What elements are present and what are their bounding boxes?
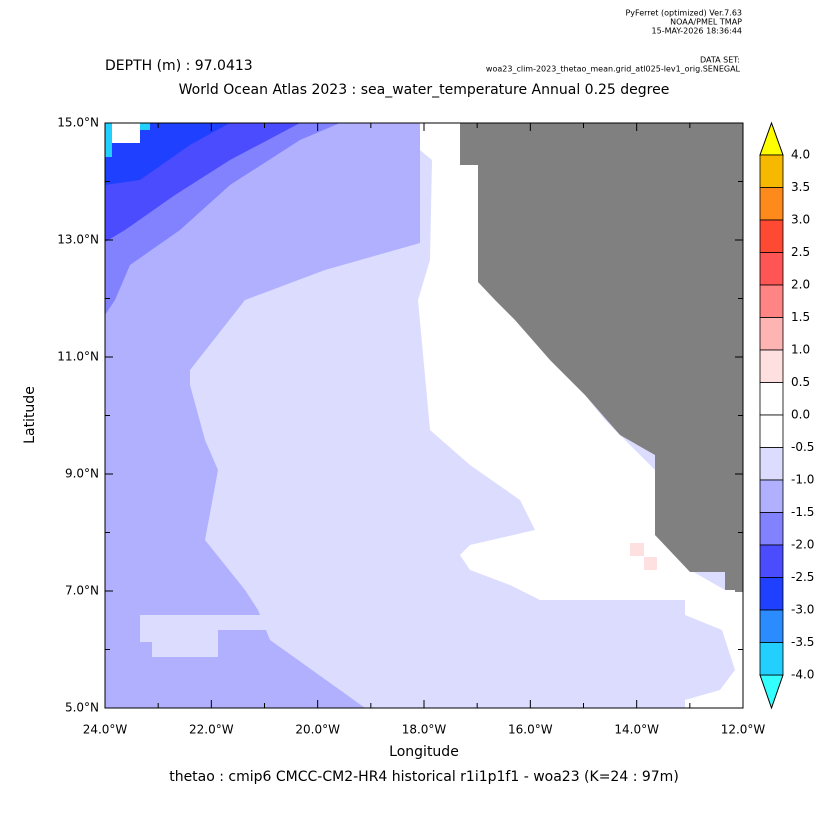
depth: DEPTH (m) : 97.0413 xyxy=(105,58,253,74)
colorbar-box xyxy=(759,219,784,253)
x-tick-label: 14.0°W xyxy=(614,723,659,737)
colorbar-label: -3.5 xyxy=(791,635,814,649)
colorbar-label: 2.0 xyxy=(791,278,810,292)
header-line: PyFerret (optimized) Ver.7.63 xyxy=(625,9,742,18)
colorbar-label: -3.0 xyxy=(791,603,814,617)
header-line: NOAA/PMEL TMAP xyxy=(670,18,742,27)
dataset: woa23_clim-2023_thetao_mean.grid_atl025-… xyxy=(486,65,741,74)
colorbar-box xyxy=(759,479,784,513)
y-tick-label: 7.0°N xyxy=(65,584,99,598)
colorbar-box xyxy=(759,577,784,611)
field-region xyxy=(644,557,657,570)
colorbar-label: 0.0 xyxy=(791,408,810,422)
header-line: 15-MAY-2026 18:36:44 xyxy=(652,27,742,36)
colorbar-label: 2.5 xyxy=(791,245,810,259)
colorbar-box xyxy=(759,349,784,383)
x-tick-label: 16.0°W xyxy=(508,723,553,737)
dataset-label: DATA SET: xyxy=(700,56,740,65)
colorbar-label: 0.5 xyxy=(791,375,810,389)
colorbar-box xyxy=(759,512,784,546)
y-tick-label: 13.0°N xyxy=(57,233,99,247)
x-tick-label: 20.0°W xyxy=(295,723,340,737)
y-tick-label: 9.0°N xyxy=(65,467,99,481)
colorbar-box xyxy=(759,252,784,286)
colorbar-label: -2.0 xyxy=(791,538,814,552)
y-tick-label: 11.0°N xyxy=(57,350,99,364)
x-tick-label: 24.0°W xyxy=(83,723,128,737)
colorbar-label: -1.0 xyxy=(791,473,814,487)
y-tick-label: 15.0°N xyxy=(57,116,99,130)
y-tick-label: 5.0°N xyxy=(65,701,99,715)
colorbar-label: 4.0 xyxy=(791,148,810,162)
field-region xyxy=(630,543,644,556)
x-tick-label: 18.0°W xyxy=(402,723,447,737)
colorbar-box xyxy=(759,382,784,416)
colorbar-box xyxy=(759,544,784,578)
colorbar-box xyxy=(759,284,784,318)
colorbar-label: 1.5 xyxy=(791,310,810,324)
colorbar-under xyxy=(759,674,784,710)
land xyxy=(460,123,743,590)
colorbar-box xyxy=(759,414,784,448)
x-tick-label: 12.0°W xyxy=(721,723,766,737)
colorbar-box xyxy=(759,317,784,351)
colorbar-label: -4.0 xyxy=(791,668,814,682)
map-field xyxy=(104,122,744,709)
colorbar-label: -2.5 xyxy=(791,570,814,584)
colorbar-box xyxy=(759,642,784,676)
colorbar-label: -0.5 xyxy=(791,440,814,454)
field-region xyxy=(140,615,270,657)
colorbar-box xyxy=(759,609,784,643)
colorbar-label: 3.5 xyxy=(791,180,810,194)
y-axis-label: Latitude xyxy=(22,386,38,444)
colorbar-over xyxy=(759,121,784,156)
colorbar-label: 3.0 xyxy=(791,213,810,227)
x-tick-label: 22.0°W xyxy=(189,723,234,737)
field-region xyxy=(418,123,743,708)
colorbar-label: 1.0 xyxy=(791,343,810,357)
chart-title: World Ocean Atlas 2023 : sea_water_tempe… xyxy=(179,82,670,98)
colorbar-box xyxy=(759,154,784,188)
field-region xyxy=(105,123,420,708)
footer: thetao : cmip6 CMCC-CM2-HR4 historical r… xyxy=(169,769,679,785)
colorbar-box xyxy=(759,187,784,221)
colorbar-label: -1.5 xyxy=(791,505,814,519)
colorbar-box xyxy=(759,447,784,481)
x-axis-label: Longitude xyxy=(389,744,459,760)
field-region xyxy=(112,123,140,143)
